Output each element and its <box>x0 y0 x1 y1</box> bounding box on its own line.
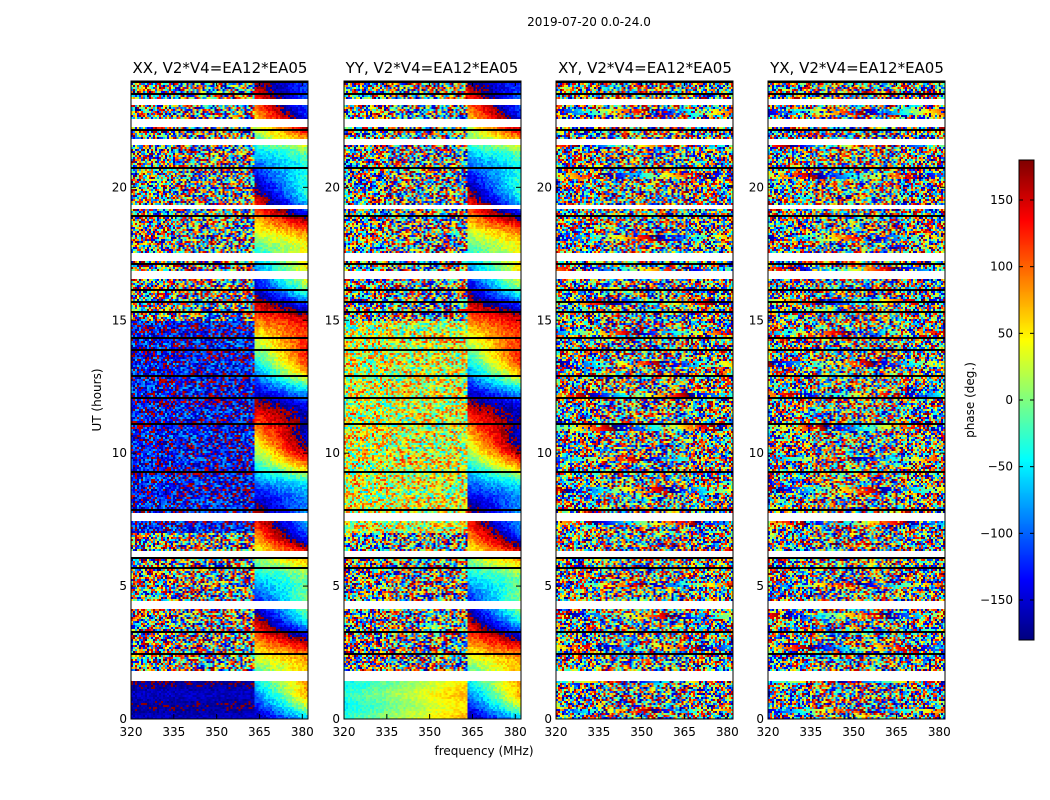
y-axis-label: UT (hours) <box>90 368 104 431</box>
panel-xx: XX, V2*V4=EA12*EA05 <box>133 59 308 77</box>
y-tick-label-2-15: 15 <box>325 313 340 327</box>
x-tick-label-1-350: 350 <box>205 725 228 739</box>
x-tick-label-4-320: 320 <box>757 725 780 739</box>
y-tick-label-2-10: 10 <box>325 446 340 460</box>
y-tick-label-2-5: 5 <box>332 579 340 593</box>
panel-frame-1 <box>130 80 309 720</box>
y-tick-label-1-10: 10 <box>112 446 127 460</box>
x-tick-label-3-350: 350 <box>630 725 653 739</box>
x-tick-label-2-380: 380 <box>504 725 527 739</box>
x-tick-label-4-380: 380 <box>928 725 951 739</box>
figure-suptitle: 2019-07-20 0.0-24.0 <box>527 15 651 29</box>
panel-xy: XY, V2*V4=EA12*EA05 <box>558 59 732 77</box>
x-tick-label-2-335: 335 <box>375 725 398 739</box>
colorbar-tick-label--50: −50 <box>988 460 1013 474</box>
colorbar-gradient <box>1019 160 1034 640</box>
panel-yx: YX, V2*V4=EA12*EA05 <box>769 59 944 77</box>
y-tick-label-1-15: 15 <box>112 313 127 327</box>
y-tick-label-2-20: 20 <box>325 180 340 194</box>
colorbar-tick-label-150: 150 <box>990 193 1013 207</box>
colorbar-tick-label-50: 50 <box>998 326 1013 340</box>
colorbar-tick-label--150: −150 <box>980 593 1013 607</box>
panel-title-xy: XY, V2*V4=EA12*EA05 <box>558 59 732 77</box>
x-tick-label-1-320: 320 <box>120 725 143 739</box>
panel-title-yy: YY, V2*V4=EA12*EA05 <box>345 59 519 77</box>
x-tick-label-2-320: 320 <box>333 725 356 739</box>
x-tick-label-4-365: 365 <box>885 725 908 739</box>
panel-frame-3 <box>555 80 734 720</box>
x-tick-label-3-380: 380 <box>716 725 739 739</box>
phase-image-2 <box>344 81 521 719</box>
x-tick-label-1-365: 365 <box>248 725 271 739</box>
x-tick-label-4-350: 350 <box>842 725 865 739</box>
y-tick-label-3-0: 0 <box>544 712 552 726</box>
panel-yy: YY, V2*V4=EA12*EA05 <box>345 59 519 77</box>
x-tick-label-3-335: 335 <box>587 725 610 739</box>
y-tick-label-3-5: 5 <box>544 579 552 593</box>
panel-frame-2 <box>343 80 522 720</box>
phase-image-1 <box>131 81 308 719</box>
y-tick-label-1-20: 20 <box>112 180 127 194</box>
x-tick-label-1-380: 380 <box>291 725 314 739</box>
y-tick-label-4-5: 5 <box>756 579 764 593</box>
colorbar-label: phase (deg.) <box>963 362 977 438</box>
y-tick-label-3-20: 20 <box>537 180 552 194</box>
x-tick-label-3-365: 365 <box>673 725 696 739</box>
y-tick-label-2-0: 0 <box>332 712 340 726</box>
y-tick-label-4-0: 0 <box>756 712 764 726</box>
panel-title-xx: XX, V2*V4=EA12*EA05 <box>133 59 308 77</box>
x-tick-label-2-365: 365 <box>461 725 484 739</box>
x-tick-label-2-350: 350 <box>418 725 441 739</box>
x-tick-label-1-335: 335 <box>162 725 185 739</box>
y-tick-label-3-10: 10 <box>537 446 552 460</box>
colorbar-tick-label-100: 100 <box>990 260 1013 274</box>
x-axis-label: frequency (MHz) <box>434 744 533 758</box>
x-tick-label-4-335: 335 <box>799 725 822 739</box>
panel-title-yx: YX, V2*V4=EA12*EA05 <box>769 59 944 77</box>
y-tick-label-1-5: 5 <box>119 579 127 593</box>
panel-frame-4 <box>767 80 946 720</box>
colorbar-tick-label--100: −100 <box>980 526 1013 540</box>
phase-image-3 <box>556 81 733 719</box>
phase-image-4 <box>768 81 945 719</box>
y-tick-label-1-0: 0 <box>119 712 127 726</box>
y-tick-label-3-15: 15 <box>537 313 552 327</box>
x-tick-label-3-320: 320 <box>545 725 568 739</box>
y-tick-label-4-10: 10 <box>749 446 764 460</box>
colorbar-tick-label-0: 0 <box>1005 393 1013 407</box>
y-tick-label-4-20: 20 <box>749 180 764 194</box>
y-tick-label-4-15: 15 <box>749 313 764 327</box>
